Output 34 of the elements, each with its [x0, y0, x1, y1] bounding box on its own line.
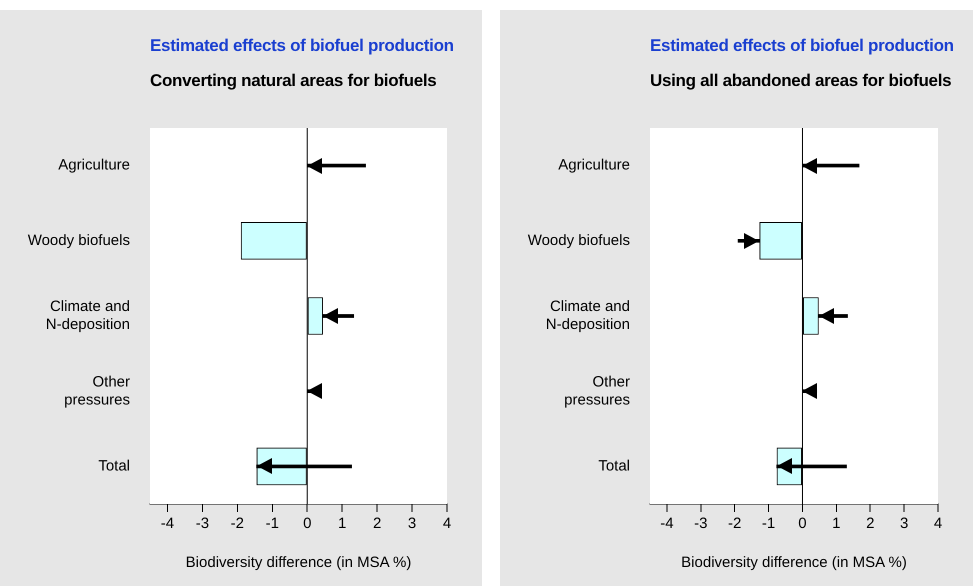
x-tick-label: -3	[694, 515, 708, 532]
y-tick-label: Climate and N-deposition	[46, 298, 130, 334]
x-tick-label: 1	[338, 515, 346, 532]
x-tick-label: -2	[230, 515, 244, 532]
x-tick-label: 3	[408, 515, 416, 532]
chart-title: Estimated effects of biofuel production	[150, 36, 454, 56]
x-tick-label: 4	[934, 515, 942, 532]
y-tick-label: Climate and N-deposition	[546, 298, 630, 334]
chart-title: Estimated effects of biofuel production	[650, 36, 954, 56]
x-tick-label: -4	[160, 515, 174, 532]
y-tick-label: Total	[598, 458, 630, 475]
y-tick-label: Agriculture	[58, 156, 130, 174]
y-tick-label: Woody biofuels	[528, 232, 630, 249]
y-tick-label: Other pressures	[64, 373, 130, 408]
chart-subtitle: Using all abandoned areas for biofuels	[650, 71, 952, 91]
y-tick-label: Agriculture	[558, 156, 630, 174]
x-tick-label: -1	[762, 515, 776, 532]
chart-subtitle: Converting natural areas for biofuels	[150, 71, 436, 91]
y-tick-label: Woody biofuels	[28, 232, 130, 249]
x-axis-title: Biodiversity difference (in MSA %)	[186, 554, 412, 572]
x-tick-label: 2	[866, 515, 874, 532]
x-tick-label: 1	[832, 515, 841, 532]
x-tick-label: 0	[798, 515, 807, 532]
x-tick-label: -3	[196, 515, 210, 532]
x-tick-label: -4	[660, 515, 674, 532]
x-axis-title: Biodiversity difference (in MSA %)	[681, 554, 907, 572]
x-tick-label: 4	[442, 515, 452, 532]
x-tick-label: 2	[372, 515, 382, 532]
y-tick-label: Other pressures	[564, 373, 630, 408]
x-tick-label: 3	[900, 515, 908, 532]
x-tick-label: -1	[266, 515, 279, 532]
y-tick-label: Total	[98, 458, 130, 475]
x-tick-label: 0	[303, 515, 312, 532]
x-tick-label: -2	[728, 515, 742, 532]
